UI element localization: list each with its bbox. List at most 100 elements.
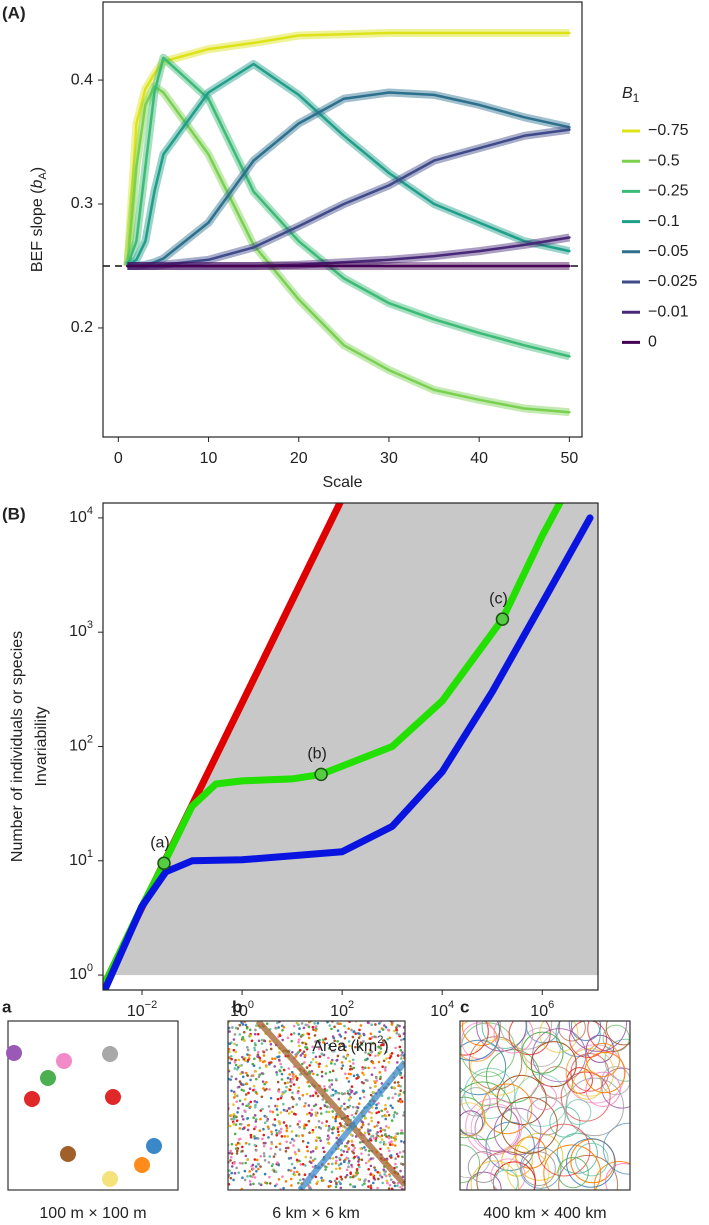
dot (285, 1140, 288, 1144)
dot (387, 1136, 391, 1140)
dot (329, 1184, 332, 1188)
dot (238, 1127, 242, 1130)
dot (339, 1124, 343, 1127)
dot (252, 1084, 256, 1088)
dot (278, 1069, 282, 1072)
y-tick-label: 102 (69, 733, 93, 754)
dot (298, 1097, 302, 1101)
dot (295, 1158, 299, 1162)
dot (246, 1128, 250, 1132)
dot (379, 1050, 382, 1054)
dot (277, 1132, 281, 1135)
ring (460, 1132, 492, 1179)
dot (276, 1113, 279, 1117)
dot (334, 1092, 337, 1095)
dot (308, 1021, 311, 1024)
dot (237, 1138, 241, 1141)
dot (317, 1119, 321, 1123)
dot (292, 1072, 295, 1076)
dot (281, 1092, 284, 1096)
dot (360, 1120, 364, 1123)
dot (229, 1054, 233, 1058)
dot (243, 1109, 246, 1112)
dot (271, 1162, 275, 1166)
dot (230, 1152, 234, 1155)
dot (297, 1181, 300, 1185)
dot (346, 1105, 349, 1109)
x-axis-label: Area (km2) (312, 1034, 388, 1055)
dot (384, 1170, 387, 1173)
dot (347, 1027, 350, 1030)
dot (384, 1114, 388, 1118)
dot (272, 1155, 276, 1158)
dot (373, 1085, 377, 1088)
dot (399, 1084, 402, 1088)
dot (234, 1077, 238, 1081)
dot (325, 1110, 328, 1114)
dot (330, 1078, 334, 1082)
dot (385, 1157, 389, 1161)
dot (265, 1022, 269, 1025)
dot (246, 1045, 249, 1049)
dot (391, 1106, 394, 1110)
dot (330, 1162, 334, 1166)
dot (394, 1157, 397, 1160)
dot (340, 1148, 343, 1152)
dot (261, 1080, 265, 1083)
ring (467, 1151, 500, 1183)
dot (283, 1081, 287, 1085)
dot (341, 1129, 344, 1133)
dot (317, 1047, 321, 1051)
dot (327, 1136, 331, 1139)
dot (240, 1115, 244, 1118)
dot (275, 1027, 278, 1030)
dot (262, 1152, 266, 1155)
dot (228, 1030, 231, 1033)
dot (311, 1058, 315, 1061)
dot (257, 1050, 260, 1054)
point-label: (b) (307, 746, 327, 763)
dot (294, 1113, 297, 1116)
dot (339, 1022, 342, 1026)
caption: 400 km × 400 km (483, 1205, 606, 1222)
dot (241, 1023, 245, 1026)
dot (311, 1130, 315, 1134)
dot (335, 1177, 339, 1180)
dot (356, 1073, 359, 1077)
dot (360, 1152, 363, 1155)
dot (400, 1057, 403, 1060)
dot (381, 1181, 384, 1185)
dot (253, 1105, 257, 1109)
dot (334, 1117, 337, 1120)
dot (385, 1174, 388, 1178)
dot (341, 1043, 345, 1047)
dot (393, 1139, 397, 1142)
dot (323, 1104, 327, 1108)
dot (273, 1124, 277, 1127)
dot (257, 1182, 261, 1185)
dot (338, 1046, 342, 1049)
dot (336, 1039, 339, 1043)
dot (325, 1165, 328, 1169)
dot (387, 1096, 391, 1100)
dot (353, 1185, 357, 1188)
dot (304, 1164, 307, 1167)
dot (270, 1130, 273, 1134)
panel-c-dots (460, 1021, 630, 1190)
dot (334, 1167, 338, 1171)
dot (228, 1124, 232, 1128)
ring (556, 1132, 598, 1174)
dot (374, 1139, 378, 1142)
dot (313, 1022, 316, 1025)
dot (389, 1104, 393, 1107)
dot (280, 1065, 283, 1069)
dot (278, 1148, 282, 1151)
dot (399, 1185, 402, 1189)
dot (102, 1046, 118, 1062)
dot (332, 1049, 336, 1053)
dot (229, 1176, 233, 1180)
ring (493, 1107, 542, 1156)
dot (242, 1089, 246, 1092)
dot (254, 1069, 258, 1073)
dot (319, 1107, 322, 1110)
